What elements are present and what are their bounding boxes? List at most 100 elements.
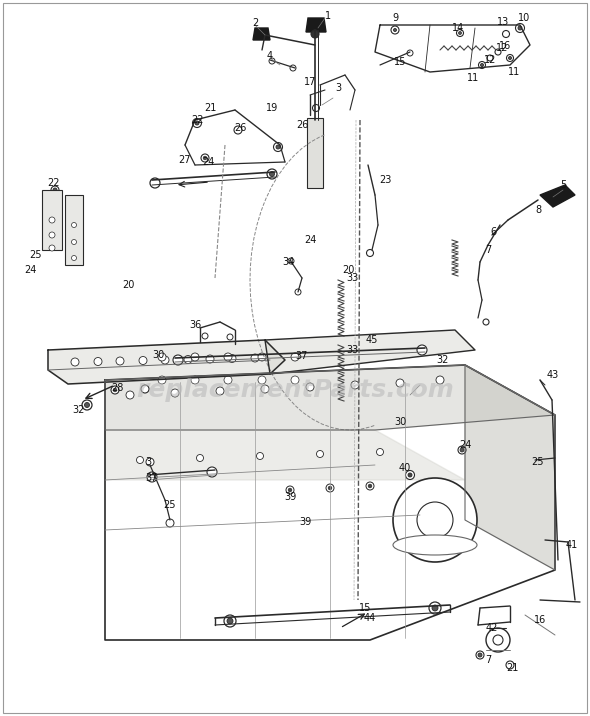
Text: 24: 24 [304,235,316,245]
Circle shape [429,602,441,614]
Text: 30: 30 [152,350,164,360]
Circle shape [274,142,283,152]
Text: 11: 11 [508,67,520,77]
Circle shape [476,651,484,659]
Circle shape [191,353,199,361]
Bar [42,190,62,250]
Text: 16: 16 [534,615,546,625]
Circle shape [111,386,119,394]
Text: 15: 15 [359,603,371,613]
Circle shape [227,334,233,340]
Circle shape [288,488,292,492]
Text: 15: 15 [394,57,406,67]
Circle shape [316,450,323,458]
Circle shape [291,353,299,361]
Circle shape [257,453,264,460]
Text: 25: 25 [164,500,176,510]
Text: 11: 11 [467,73,479,83]
Circle shape [518,26,522,30]
Circle shape [478,653,482,657]
Circle shape [269,58,275,64]
Text: 23: 23 [379,175,391,185]
Circle shape [184,356,192,364]
Circle shape [503,31,510,37]
Circle shape [290,65,296,71]
Circle shape [203,156,207,160]
Circle shape [493,635,503,645]
Text: 8: 8 [535,205,541,215]
Circle shape [216,387,224,395]
Text: 7: 7 [485,245,491,255]
Circle shape [147,472,157,482]
Circle shape [368,484,372,488]
Circle shape [49,245,55,251]
Text: 32: 32 [437,355,449,365]
Text: 22: 22 [192,115,204,125]
Text: 45: 45 [366,335,378,345]
Circle shape [51,201,59,209]
Circle shape [71,256,77,261]
Text: 16: 16 [499,41,511,51]
Circle shape [313,105,320,112]
Circle shape [478,62,486,69]
Text: 20: 20 [342,265,354,275]
Text: 13: 13 [497,17,509,27]
Circle shape [150,178,160,188]
Circle shape [227,618,233,624]
Circle shape [158,353,166,361]
Text: 6: 6 [490,227,496,237]
Text: 44: 44 [364,613,376,623]
Circle shape [487,55,493,61]
Text: replacementParts.com: replacementParts.com [136,378,454,402]
Circle shape [126,391,134,399]
Text: 27: 27 [179,155,191,165]
Text: 37: 37 [296,351,308,361]
Text: 33: 33 [346,345,358,355]
Text: 26: 26 [296,120,308,130]
Text: 12: 12 [496,43,508,53]
Circle shape [192,119,202,127]
Circle shape [166,519,174,527]
Ellipse shape [393,535,477,555]
Text: 30: 30 [394,417,406,427]
Circle shape [417,345,427,355]
Circle shape [53,188,57,192]
Circle shape [306,383,314,391]
Circle shape [228,354,236,362]
Polygon shape [105,430,465,480]
Circle shape [116,357,124,365]
Text: 37: 37 [146,473,158,483]
Text: 41: 41 [566,540,578,550]
Circle shape [195,121,199,125]
Circle shape [84,402,90,407]
Circle shape [71,223,77,228]
Text: 36: 36 [189,320,201,330]
Circle shape [366,482,374,490]
Circle shape [396,379,404,387]
Circle shape [161,356,169,364]
Circle shape [458,32,461,34]
Text: 34: 34 [282,257,294,267]
Text: 40: 40 [399,463,411,473]
Circle shape [171,389,179,397]
Circle shape [436,376,444,384]
Circle shape [407,50,413,56]
Circle shape [394,29,396,32]
Circle shape [201,154,209,162]
Circle shape [224,376,232,384]
Text: 1: 1 [325,11,331,21]
Text: 17: 17 [304,77,316,87]
Circle shape [311,30,319,38]
Circle shape [94,357,102,365]
Circle shape [328,486,332,490]
Text: 39: 39 [284,492,296,502]
Circle shape [49,232,55,238]
Circle shape [376,448,384,455]
Circle shape [486,628,510,652]
Circle shape [71,358,79,366]
Circle shape [202,333,208,339]
Circle shape [270,172,274,177]
Text: 24: 24 [459,440,471,450]
Text: 10: 10 [518,13,530,23]
Polygon shape [306,18,326,32]
